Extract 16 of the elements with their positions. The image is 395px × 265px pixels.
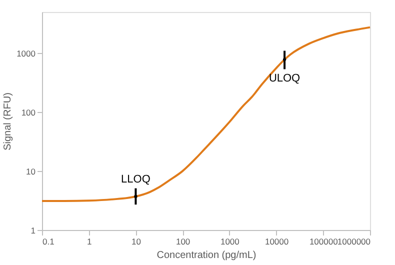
y-tick-label: 10 (26, 166, 36, 177)
x-tick-label: 1 (86, 236, 92, 246)
annotation: ULOQ (268, 72, 301, 85)
x-axis-title: Concentration (pg/mL) (156, 250, 256, 261)
y-tick-label: 1000 (16, 48, 36, 59)
y-tick-label: 100 (21, 108, 36, 118)
x-tick-label: 1000000 (337, 236, 371, 246)
annotation: LLOQ (121, 174, 151, 186)
x-tick-label: 1000 (220, 236, 240, 246)
y-tick-label: 1 (30, 226, 36, 236)
x-tick-label: 100 (176, 236, 190, 246)
x-tick-label: 10000 (264, 236, 289, 246)
x-tick-label: 100000 (309, 236, 338, 246)
x-tick-label: 10 (131, 236, 142, 246)
y-axis-title: Signal (RFU) (2, 92, 14, 150)
x-tick-label: 0.1 (42, 236, 55, 246)
